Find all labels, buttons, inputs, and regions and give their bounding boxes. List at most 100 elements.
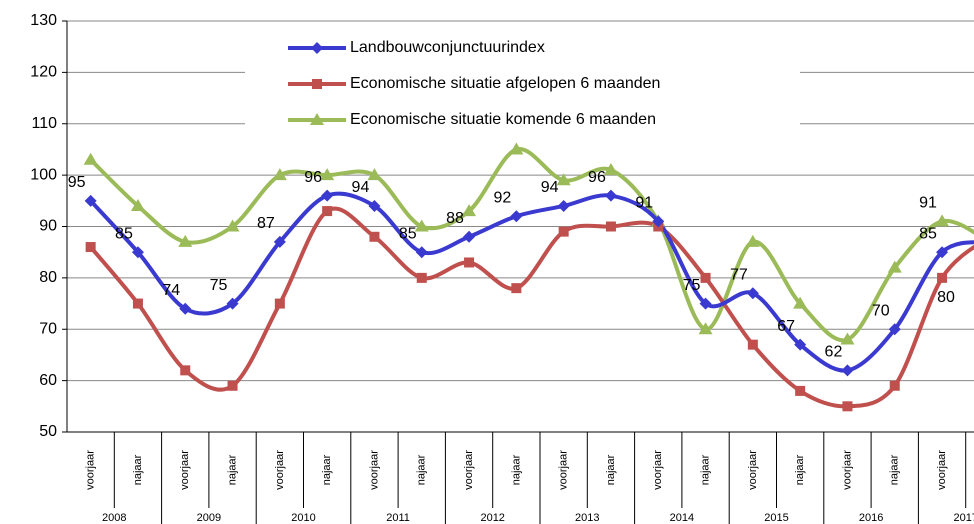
x-group-label: 2010 <box>291 512 315 524</box>
marker <box>652 215 665 228</box>
marker <box>887 260 902 273</box>
data-label: 94 <box>352 179 370 196</box>
marker <box>936 246 949 259</box>
x-tick-label: najaar <box>226 454 238 485</box>
x-group-label: 2017 <box>953 512 974 524</box>
marker <box>699 297 712 310</box>
marker <box>130 198 145 211</box>
x-group-label: 2016 <box>859 512 883 524</box>
data-label: 74 <box>162 282 180 299</box>
marker <box>603 162 618 175</box>
y-tick-label: 50 <box>39 423 57 440</box>
y-tick-label: 120 <box>30 64 57 81</box>
legend-marker <box>312 79 322 89</box>
marker <box>557 199 570 212</box>
marker <box>85 242 96 253</box>
x-group-label: 2012 <box>480 512 504 524</box>
marker <box>700 272 711 283</box>
marker <box>605 221 616 232</box>
x-tick-label: voorjaar <box>841 450 853 490</box>
y-tick-label: 70 <box>39 320 57 337</box>
marker <box>179 302 192 315</box>
marker <box>746 287 759 300</box>
data-label: 94 <box>541 179 559 196</box>
marker <box>368 199 381 212</box>
marker <box>321 189 334 202</box>
marker <box>604 189 617 202</box>
x-tick-label: najaar <box>132 454 144 485</box>
x-tick-label: voorjaar <box>652 450 664 490</box>
marker <box>509 142 524 155</box>
data-label: 85 <box>115 225 133 242</box>
marker <box>511 283 522 294</box>
x-tick-label: voorjaar <box>463 450 475 490</box>
marker <box>462 204 477 217</box>
x-tick-label: voorjaar <box>747 450 759 490</box>
marker <box>747 339 758 350</box>
legend: Landbouwconjunctuurindex Economische situ… <box>245 30 800 138</box>
marker <box>841 364 854 377</box>
data-label: 92 <box>493 189 511 206</box>
y-tick-label: 100 <box>30 166 57 183</box>
data-label: 91 <box>635 195 653 212</box>
data-label: 95 <box>68 174 86 191</box>
marker <box>226 297 239 310</box>
x-group-label: 2008 <box>102 512 126 524</box>
marker <box>842 401 853 412</box>
data-label: 85 <box>919 225 937 242</box>
x-group-label: 2015 <box>764 512 788 524</box>
data-label: 96 <box>304 169 322 186</box>
x-tick-label: najaar <box>416 454 428 485</box>
marker <box>795 385 806 396</box>
x-tick-label: najaar <box>889 454 901 485</box>
x-tick-label: najaar <box>605 454 617 485</box>
data-label: 91 <box>919 195 937 212</box>
data-label: 75 <box>210 277 228 294</box>
marker <box>935 214 950 227</box>
y-tick-label: 90 <box>39 218 57 235</box>
y-tick-label: 130 <box>30 12 57 29</box>
series-line <box>89 147 974 343</box>
marker <box>320 168 335 181</box>
legend-label: Economische situatie komende 6 maanden <box>350 111 656 128</box>
x-tick-label: najaar <box>510 454 522 485</box>
marker <box>178 234 193 247</box>
marker <box>510 210 523 223</box>
marker <box>273 235 286 248</box>
marker <box>225 219 240 232</box>
marker <box>227 380 238 391</box>
data-label: 96 <box>588 169 606 186</box>
marker <box>369 231 380 242</box>
y-tick-label: 80 <box>39 269 57 286</box>
marker <box>272 168 287 181</box>
marker <box>180 365 191 376</box>
x-group-label: 2013 <box>575 512 599 524</box>
data-label: 88 <box>446 210 464 227</box>
legend-marker <box>311 42 323 54</box>
marker <box>937 272 948 283</box>
marker <box>793 296 808 309</box>
marker <box>463 230 476 243</box>
marker <box>84 194 97 207</box>
legend-marker <box>310 113 324 125</box>
data-label: 70 <box>872 302 890 319</box>
x-tick-label: voorjaar <box>368 450 380 490</box>
data-label: 67 <box>777 318 795 335</box>
data-label: 85 <box>399 225 417 242</box>
legend-label: Economische situatie afgelopen 6 maanden <box>350 75 660 92</box>
marker <box>889 380 900 391</box>
marker <box>274 298 285 309</box>
x-tick-label: voorjaar <box>85 450 97 490</box>
data-label: 87 <box>257 215 275 232</box>
marker <box>745 234 760 247</box>
marker <box>414 219 429 232</box>
x-tick-label: voorjaar <box>936 450 948 490</box>
marker <box>840 332 855 345</box>
marker <box>83 152 98 165</box>
x-group-label: 2009 <box>197 512 221 524</box>
marker <box>322 206 333 217</box>
marker <box>464 257 475 268</box>
data-label: 80 <box>937 289 955 306</box>
marker <box>558 226 569 237</box>
